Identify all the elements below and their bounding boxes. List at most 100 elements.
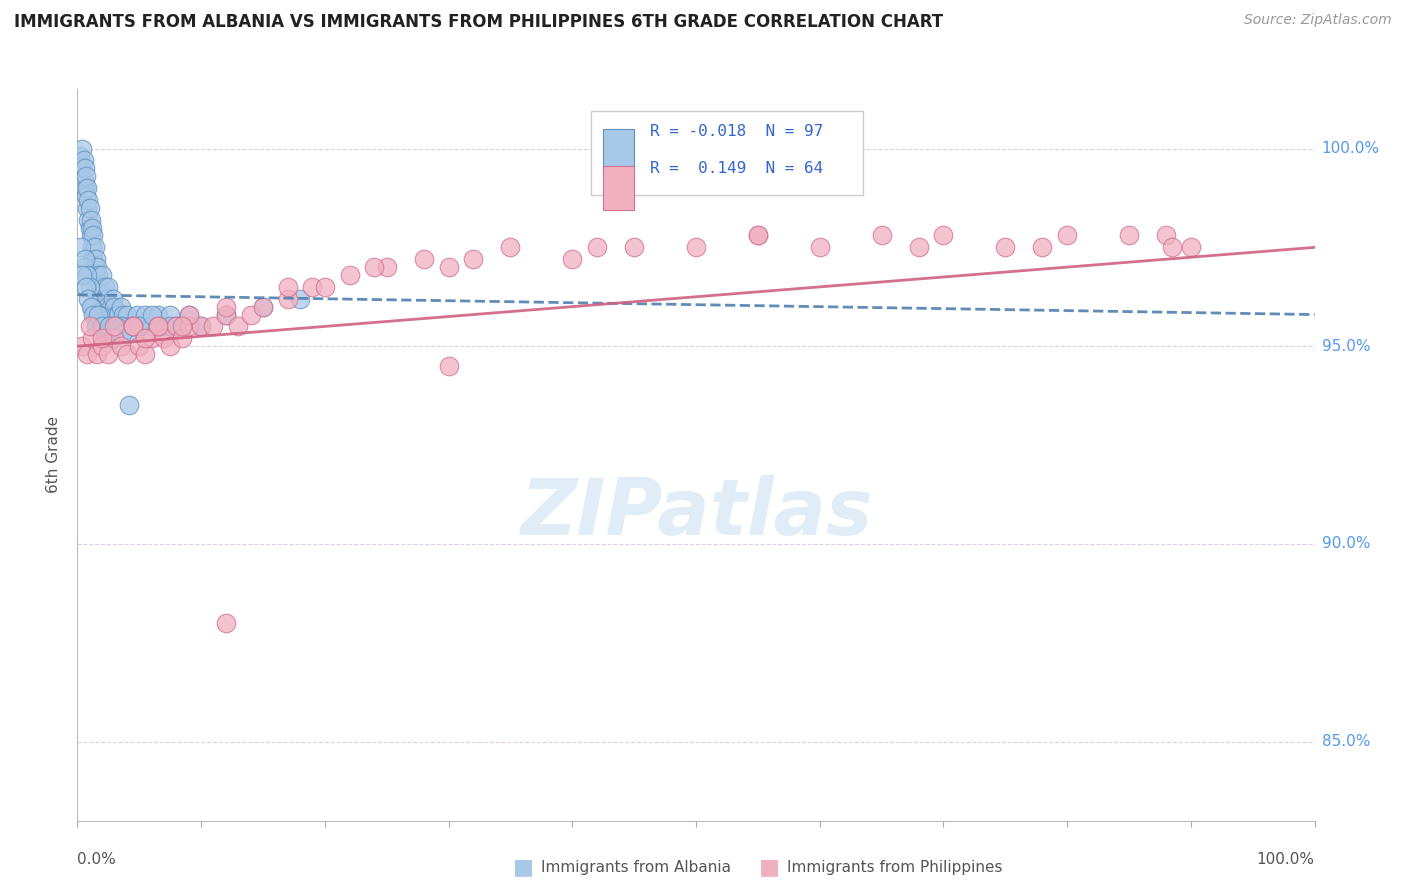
Point	[86, 319, 108, 334]
Point	[97, 347, 120, 361]
Point	[103, 319, 125, 334]
Point	[1161, 240, 1184, 254]
Text: IMMIGRANTS FROM ALBANIA VS IMMIGRANTS FROM PHILIPPINES 6TH GRADE CORRELATION CHA: IMMIGRANTS FROM ALBANIA VS IMMIGRANTS FR…	[14, 13, 943, 31]
Point	[177, 308, 200, 322]
Point	[118, 319, 141, 334]
Text: Immigrants from Albania: Immigrants from Albania	[541, 860, 731, 874]
Point	[79, 220, 101, 235]
Y-axis label: 6th Grade: 6th Grade	[46, 417, 62, 493]
Point	[288, 292, 311, 306]
Point	[165, 319, 187, 334]
Point	[79, 201, 101, 215]
Point	[190, 319, 212, 334]
Point	[104, 308, 127, 322]
Point	[165, 319, 187, 334]
Point	[1180, 240, 1202, 254]
Point	[128, 319, 150, 334]
Point	[77, 212, 100, 227]
Point	[72, 141, 94, 155]
Point	[82, 308, 104, 322]
Point	[122, 319, 145, 334]
Point	[72, 173, 94, 187]
Point	[375, 260, 398, 274]
Point	[79, 319, 101, 334]
Point	[561, 252, 583, 267]
Text: Source: ZipAtlas.com: Source: ZipAtlas.com	[1244, 13, 1392, 28]
Point	[87, 308, 110, 322]
Point	[172, 319, 194, 334]
Point	[301, 280, 323, 294]
Point	[994, 240, 1017, 254]
Point	[141, 319, 163, 334]
Point	[112, 308, 135, 322]
Point	[82, 331, 104, 345]
Point	[93, 327, 115, 342]
Point	[808, 240, 831, 254]
Point	[125, 308, 148, 322]
Point	[82, 220, 104, 235]
Point	[86, 347, 108, 361]
Point	[252, 300, 274, 314]
Point	[110, 300, 132, 314]
Point	[907, 240, 929, 254]
Point	[91, 319, 114, 334]
Text: ■: ■	[513, 857, 534, 877]
Text: ■: ■	[759, 857, 780, 877]
Point	[226, 319, 249, 334]
Point	[177, 308, 200, 322]
Point	[363, 260, 385, 274]
Point	[115, 347, 138, 361]
Point	[747, 228, 769, 243]
Point	[91, 339, 114, 353]
Point	[870, 228, 893, 243]
Point	[277, 292, 299, 306]
Point	[75, 280, 97, 294]
Point	[70, 161, 93, 176]
Point	[134, 347, 156, 361]
Point	[134, 331, 156, 345]
Text: 95.0%: 95.0%	[1322, 339, 1369, 354]
Point	[623, 240, 645, 254]
Point	[83, 308, 105, 322]
Point	[114, 319, 136, 334]
Point	[76, 201, 98, 215]
Point	[1031, 240, 1053, 254]
Point	[499, 240, 522, 254]
Point	[80, 228, 103, 243]
Point	[111, 327, 134, 342]
Point	[83, 260, 105, 274]
Point	[932, 228, 955, 243]
Point	[103, 331, 125, 345]
Point	[97, 280, 120, 294]
Text: ZIPatlas: ZIPatlas	[520, 475, 872, 551]
Point	[128, 319, 150, 334]
Point	[685, 240, 707, 254]
Point	[76, 181, 98, 195]
Point	[72, 268, 94, 282]
Point	[97, 319, 120, 334]
Point	[252, 300, 274, 314]
Point	[122, 319, 145, 334]
Point	[76, 347, 98, 361]
Point	[84, 319, 107, 334]
Point	[75, 169, 97, 184]
Point	[1118, 228, 1140, 243]
Point	[122, 319, 145, 334]
Point	[159, 339, 181, 353]
Point	[437, 260, 460, 274]
Point	[84, 252, 107, 267]
Point	[82, 252, 104, 267]
Point	[80, 300, 103, 314]
Point	[79, 280, 101, 294]
FancyBboxPatch shape	[591, 112, 863, 195]
Point	[159, 319, 181, 334]
Point	[69, 149, 91, 163]
Point	[72, 260, 94, 274]
Point	[146, 308, 169, 322]
Point	[108, 319, 131, 334]
Point	[82, 300, 104, 314]
Text: R = -0.018  N = 97: R = -0.018 N = 97	[650, 124, 824, 139]
Point	[94, 327, 117, 342]
Point	[75, 189, 97, 203]
Point	[747, 228, 769, 243]
